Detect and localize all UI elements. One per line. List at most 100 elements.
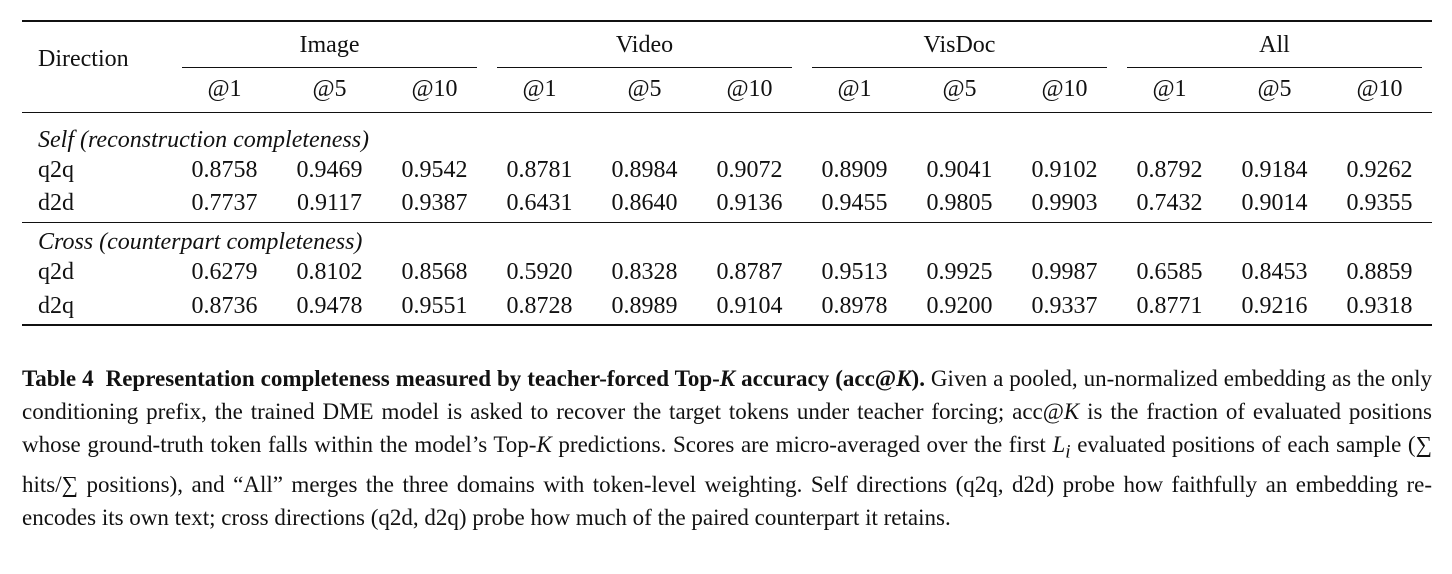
cell-value: 0.8978 xyxy=(821,292,888,319)
cell-value: 0.9551 xyxy=(401,292,468,319)
caption-text: ). xyxy=(911,366,925,391)
cell-value: 0.8568 xyxy=(401,258,468,285)
cell-value: 0.5920 xyxy=(506,258,573,285)
cell-value: 0.8984 xyxy=(611,156,678,183)
cell-value: 0.8453 xyxy=(1241,258,1308,285)
caption-title: Representation completeness measured by … xyxy=(106,366,925,391)
cell-value: 0.6279 xyxy=(191,258,258,285)
cell-value: 0.9102 xyxy=(1031,156,1098,183)
row-label: d2d xyxy=(38,190,74,217)
cell-value: 0.9469 xyxy=(296,156,363,183)
row-label: d2q xyxy=(38,292,74,319)
cell-value: 0.9104 xyxy=(716,292,783,319)
caption-text: accuracy (acc@ xyxy=(735,366,897,391)
cell-value: 0.8736 xyxy=(191,292,258,319)
group-header: VisDoc xyxy=(812,32,1107,68)
cell-value: 0.9478 xyxy=(296,292,363,319)
k-header: @1 xyxy=(1152,76,1187,103)
cell-value: 0.9072 xyxy=(716,156,783,183)
k-header: @5 xyxy=(1257,76,1292,103)
cell-value: 0.7432 xyxy=(1136,190,1203,217)
caption-var: K xyxy=(896,366,912,391)
cell-value: 0.8909 xyxy=(821,156,888,183)
cell-value: 0.9903 xyxy=(1031,190,1098,217)
k-header: @1 xyxy=(207,76,242,103)
cell-value: 0.9041 xyxy=(926,156,993,183)
cell-value: 0.8640 xyxy=(611,190,678,217)
section-title: Self (reconstruction completeness) xyxy=(38,127,370,153)
section-row: Self (reconstruction completeness) xyxy=(22,112,1432,154)
header-row: Direction Image Video VisDoc All xyxy=(22,21,1432,72)
cell-value: 0.9014 xyxy=(1241,190,1308,217)
caption-text: Representation completeness measured by … xyxy=(105,366,720,391)
group-cell: Video xyxy=(487,21,802,68)
cell-value: 0.6585 xyxy=(1136,258,1203,285)
caption-text: Given a pooled, un-normalized embedding … xyxy=(22,366,1433,424)
caption-var: K xyxy=(536,431,552,457)
cell-value: 0.9805 xyxy=(926,190,993,217)
cell-value: 0.9262 xyxy=(1346,156,1413,183)
results-table: Direction Image Video VisDoc All @1 @5 @10 @1 @5 @… xyxy=(22,20,1432,326)
k-header: @1 xyxy=(522,76,557,103)
caption-var: K xyxy=(719,366,736,391)
cell-value: 0.8328 xyxy=(611,258,678,285)
data-row: d2q 0.8736 0.9478 0.9551 0.8728 0.8989 0.9104 0… xyxy=(22,288,1432,325)
cell-value: 0.8787 xyxy=(716,258,783,285)
k-header: @10 xyxy=(411,76,458,103)
cell-value: 0.8781 xyxy=(506,156,573,183)
cell-value: 0.8771 xyxy=(1136,292,1203,319)
k-header: @10 xyxy=(1356,76,1403,103)
caption-var: K xyxy=(1063,398,1080,424)
caption-text: predictions. Scores are micro-averaged o… xyxy=(551,431,1053,457)
cell-value: 0.8102 xyxy=(296,258,363,285)
group-cell: VisDoc xyxy=(802,21,1117,68)
caption-subscript: i xyxy=(1065,441,1071,463)
caption-label: Table 4 xyxy=(22,366,94,391)
k-header: @1 xyxy=(837,76,872,103)
caption-text: evaluated positions of each sample (∑ hi… xyxy=(22,431,1432,530)
cell-value: 0.9200 xyxy=(926,292,993,319)
group-cell: All xyxy=(1117,21,1432,68)
caption: Table 4 Representation completeness meas… xyxy=(22,363,1432,535)
caption-var: L xyxy=(1052,431,1066,457)
cell-value: 0.9136 xyxy=(716,190,783,217)
cell-value: 0.9117 xyxy=(296,190,363,217)
cell-value: 0.9925 xyxy=(926,258,993,285)
cell-value: 0.9542 xyxy=(401,156,468,183)
k-header: @5 xyxy=(627,76,662,103)
direction-header: Direction xyxy=(38,46,129,72)
cell-value: 0.8758 xyxy=(191,156,258,183)
k-header: @5 xyxy=(312,76,347,103)
cell-value: 0.9387 xyxy=(401,190,468,217)
group-header: Video xyxy=(497,32,792,68)
cell-value: 0.8859 xyxy=(1346,258,1413,285)
group-cell: Image xyxy=(172,21,487,68)
cell-value: 0.9455 xyxy=(821,190,888,217)
k-header: @5 xyxy=(942,76,977,103)
cell-value: 0.8728 xyxy=(506,292,573,319)
cell-value: 0.8989 xyxy=(611,292,678,319)
cell-value: 0.6431 xyxy=(506,190,573,217)
k-row: @1 @5 @10 @1 @5 @10 @1 @5 @10 @1 @5 @10 xyxy=(22,68,1432,112)
k-header: @10 xyxy=(726,76,773,103)
cell-value: 0.9337 xyxy=(1031,292,1098,319)
cell-value: 0.8792 xyxy=(1136,156,1203,183)
caption-text: is the fraction of evaluated positions w… xyxy=(22,398,1432,457)
cell-value: 0.7737 xyxy=(191,190,258,217)
data-row: q2d 0.6279 0.8102 0.8568 0.5920 0.8328 0.8787 0… xyxy=(22,256,1432,288)
cell-value: 0.9318 xyxy=(1346,292,1413,319)
cell-value: 0.9355 xyxy=(1346,190,1413,217)
section-row: Cross (counterpart completeness) xyxy=(22,222,1432,256)
group-header: All xyxy=(1127,32,1422,68)
cell-value: 0.9216 xyxy=(1241,292,1308,319)
cell-value: 0.9987 xyxy=(1031,258,1098,285)
data-row: d2d 0.7737 0.9117 0.9387 0.6431 0.8640 0.9136 0… xyxy=(22,186,1432,222)
group-header: Image xyxy=(182,32,477,68)
cell-value: 0.9513 xyxy=(821,258,888,285)
data-row: q2q 0.8758 0.9469 0.9542 0.8781 0.8984 0.9072 0… xyxy=(22,154,1432,186)
row-label: q2d xyxy=(38,258,74,285)
row-label: q2q xyxy=(38,156,74,183)
section-title: Cross (counterpart completeness) xyxy=(38,229,363,255)
k-header: @10 xyxy=(1041,76,1088,103)
